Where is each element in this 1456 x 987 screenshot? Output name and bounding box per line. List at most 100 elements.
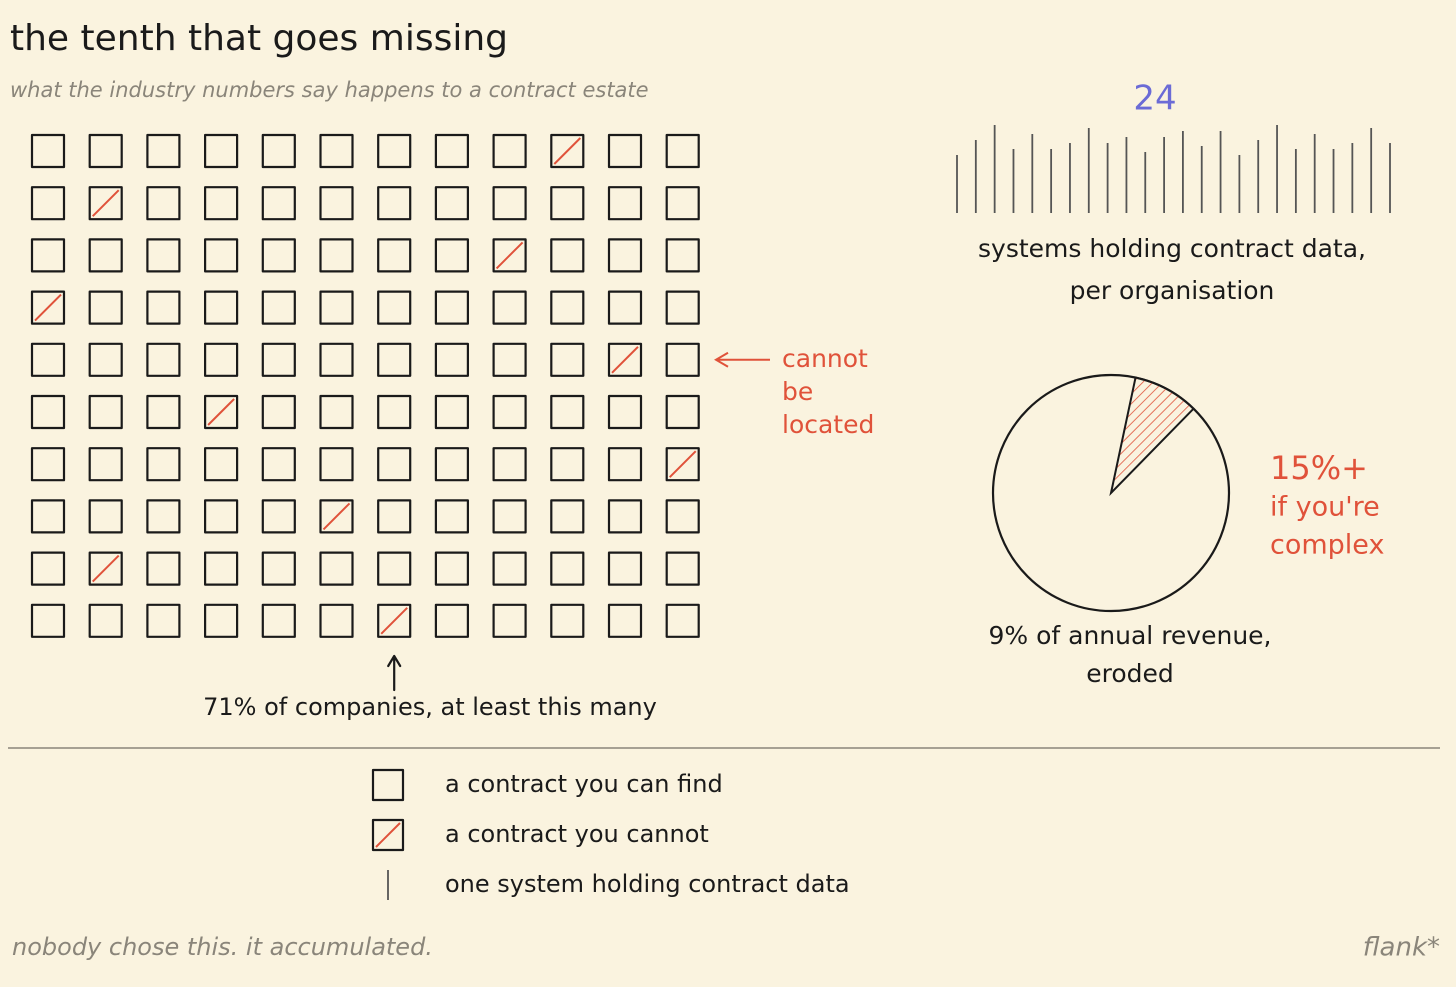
box (607, 133, 643, 169)
slash (668, 450, 697, 478)
contract (550, 603, 585, 638)
box (377, 447, 412, 482)
box (665, 447, 700, 482)
slash (91, 189, 120, 217)
box (88, 551, 123, 586)
contract (88, 603, 123, 638)
contract (665, 290, 700, 325)
box (146, 447, 181, 482)
box (434, 394, 469, 430)
box (30, 551, 66, 586)
pie-slice (1109, 376, 1195, 497)
contract (30, 551, 66, 586)
box (319, 186, 354, 221)
contract (377, 394, 412, 430)
contract (665, 551, 700, 586)
contract (434, 133, 469, 169)
missing-contract (492, 238, 527, 273)
box (434, 603, 469, 638)
contract (88, 342, 123, 377)
contract (146, 238, 181, 273)
contract (204, 133, 239, 169)
contract (146, 133, 181, 169)
contract (261, 499, 296, 534)
legend-box (371, 818, 405, 852)
contract (30, 394, 66, 430)
contract (550, 447, 585, 482)
box (665, 603, 700, 638)
box (146, 290, 181, 325)
subtitle: what the industry numbers say happens to… (10, 78, 649, 102)
contract (319, 342, 354, 377)
contract (204, 499, 239, 534)
legend-label: one system holding contract data (445, 870, 850, 898)
contract (434, 603, 469, 638)
box (146, 238, 181, 273)
box (492, 186, 527, 221)
contract (607, 447, 643, 482)
contract (319, 186, 354, 221)
contract (377, 499, 412, 534)
contract (261, 394, 296, 430)
box (88, 447, 123, 482)
contract (434, 499, 469, 534)
box (88, 238, 123, 273)
arrow (387, 654, 402, 692)
box (665, 394, 700, 430)
box (550, 499, 585, 534)
box (261, 186, 296, 221)
contract (377, 290, 412, 325)
box (377, 499, 412, 534)
footer: nobody chose this. it accumulated. (12, 933, 433, 961)
box (30, 394, 66, 430)
missing-contract (88, 186, 123, 221)
box (319, 342, 354, 377)
box (607, 238, 643, 273)
missing-contract (204, 394, 239, 430)
contract (146, 499, 181, 534)
slash (322, 502, 351, 531)
contract (492, 133, 527, 169)
contract (30, 499, 66, 534)
legend-box (371, 768, 405, 802)
contract (88, 238, 123, 273)
contract (88, 447, 123, 482)
box (146, 394, 181, 430)
box (550, 603, 585, 638)
revenue-caption: eroded (1086, 659, 1174, 688)
box (550, 551, 585, 586)
contract (492, 290, 527, 325)
missing-contract (377, 603, 412, 638)
contract (607, 603, 643, 638)
missing-contract (88, 551, 123, 586)
box (665, 290, 700, 325)
box (146, 551, 181, 586)
box (30, 238, 66, 273)
contract (204, 447, 239, 482)
box (434, 447, 469, 482)
box (434, 551, 469, 586)
box (607, 290, 643, 325)
contract (30, 603, 66, 638)
box (550, 133, 585, 169)
contract (665, 499, 700, 534)
contract (377, 551, 412, 586)
box (377, 238, 412, 273)
slash (207, 398, 235, 426)
box (204, 186, 239, 221)
box (88, 342, 123, 377)
complex-note: if you're (1270, 492, 1380, 523)
box (377, 186, 412, 221)
box (607, 551, 643, 586)
box (665, 186, 700, 221)
contract (30, 238, 66, 273)
contract (204, 238, 239, 273)
box (204, 551, 239, 586)
box (146, 133, 181, 169)
contract (377, 186, 412, 221)
box (665, 499, 700, 534)
box (377, 290, 412, 325)
box (665, 133, 700, 169)
box (204, 290, 239, 325)
box (261, 499, 296, 534)
